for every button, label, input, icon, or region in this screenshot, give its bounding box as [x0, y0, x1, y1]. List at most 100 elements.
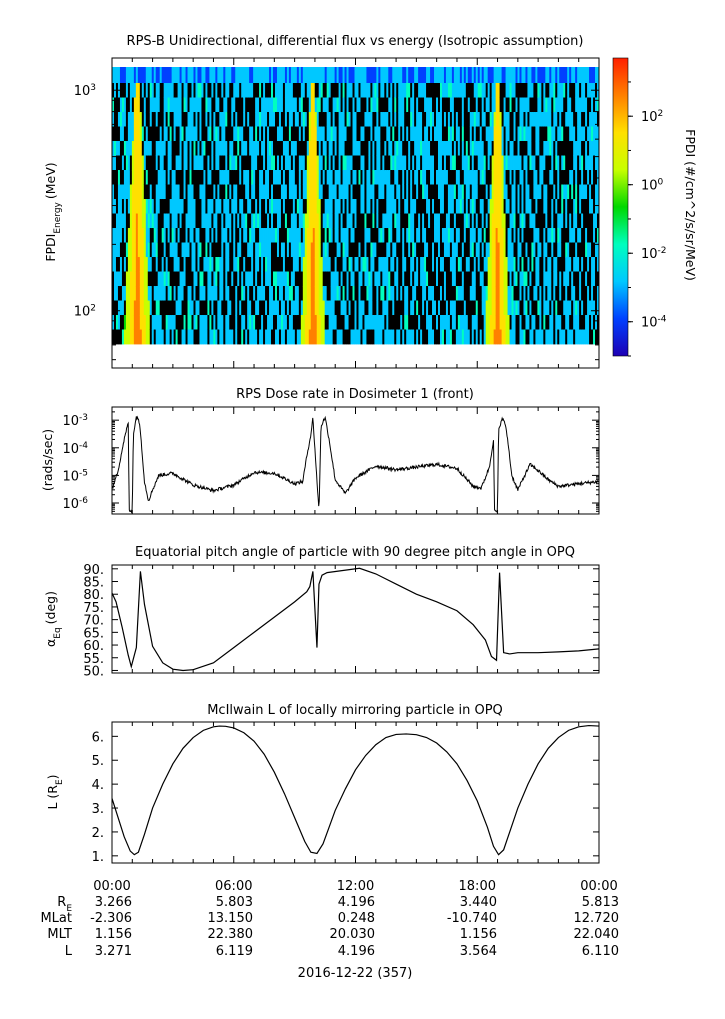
spectrogram-cell [465, 271, 469, 287]
spectrogram-cell [432, 170, 435, 185]
spectrogram-cell [227, 257, 230, 272]
spectrogram-cell [173, 242, 177, 258]
spectrogram-cell [322, 141, 326, 156]
spectrogram-cell [352, 155, 355, 171]
spectrogram-cell [233, 170, 236, 185]
spectrogram-cell [205, 242, 208, 258]
spectrogram-cell [203, 67, 206, 83]
spectrogram-cell [408, 97, 411, 113]
spectrogram-cell [410, 67, 413, 83]
spectrogram-cell [432, 126, 435, 142]
spectrogram-cell [237, 155, 240, 171]
spectrogram-cell [187, 170, 190, 185]
spectrogram-cell [517, 155, 520, 171]
spectrogram-cell [463, 199, 467, 214]
spectrogram-cell [390, 199, 393, 214]
spectrogram-cell [340, 286, 343, 301]
spectrogram-cell [280, 67, 284, 83]
spectrogram-cell [521, 155, 524, 171]
spectrogram-cell [117, 112, 121, 127]
spectrogram-cell [541, 112, 544, 127]
spectrogram-cell [159, 300, 163, 316]
spectrogram-cell [135, 170, 139, 185]
spectrogram-cell [251, 242, 254, 258]
spectrogram-cell [378, 286, 381, 301]
spectrogram-cell [475, 170, 479, 185]
spectrogram-cell [191, 271, 194, 287]
spectrogram-cell [479, 199, 483, 214]
spectrogram-cell [308, 271, 312, 287]
spectrogram-cell [535, 271, 538, 287]
spectrogram-cell [477, 300, 481, 316]
spectrogram-cell [314, 228, 318, 243]
spectrogram-cell [392, 315, 395, 330]
spectrogram-cell [360, 83, 363, 98]
spectrogram-cell [332, 329, 336, 345]
spectrogram-cell [551, 257, 554, 272]
spectrogram-cell [326, 199, 330, 214]
spectrogram-cell [410, 141, 413, 156]
spectrogram-cell [229, 97, 232, 113]
spectrogram-cell [475, 213, 479, 229]
spectrogram-cell [525, 199, 528, 214]
spectrogram-cell [165, 184, 169, 200]
spectrogram-cell [541, 271, 544, 287]
spectrogram-cell [467, 67, 471, 83]
spectrogram-cell [115, 213, 119, 229]
spectrogram-cell [420, 213, 423, 229]
spectrogram-cell [241, 184, 244, 200]
spectrogram-cell [418, 271, 421, 287]
spectrogram-cell [569, 141, 572, 156]
spectrogram-cell [529, 67, 532, 83]
colorbar-tick-label: 10-2 [641, 246, 667, 262]
spectrogram-cell [298, 155, 302, 171]
spectrogram-cell [302, 97, 306, 113]
spectrogram-cell [197, 141, 200, 156]
spectrogram-cell [133, 67, 137, 83]
spectrogram-cell [485, 126, 489, 142]
spectrogram-cell [565, 199, 568, 214]
spectrogram-cell [332, 228, 336, 243]
spectrogram-cell [370, 300, 373, 316]
spectrogram-cell [280, 155, 284, 171]
spectrogram-cell [223, 112, 226, 127]
spectrogram-cell [229, 286, 232, 301]
spectrogram-cell [549, 184, 552, 200]
spectrogram-cell [437, 83, 441, 98]
spectrogram-cell [483, 170, 487, 185]
spectrogram-cell [135, 126, 139, 142]
spectrogram-cell [555, 97, 558, 113]
spectrogram-cell [501, 286, 504, 301]
spectrogram-cell [378, 112, 381, 127]
spectrogram-cell [149, 126, 153, 142]
spectrogram-cell [302, 213, 306, 229]
spectrogram-cell [294, 271, 298, 287]
spectrogram-cell [261, 184, 264, 200]
spectrogram-cell [334, 97, 338, 113]
spectrogram-cell [269, 271, 272, 287]
spectrogram-cell [179, 213, 182, 229]
spectrogram-cell [316, 213, 320, 229]
spectrogram-cell [479, 97, 483, 113]
spectrogram-cell [133, 83, 137, 98]
spectrogram-cell [171, 228, 175, 243]
spectrogram-cell [583, 170, 586, 185]
spectrogram-cell [545, 97, 548, 113]
spectrogram-cell [531, 67, 534, 83]
spectrogram-cell [213, 141, 216, 156]
spectrogram-cell [155, 126, 159, 142]
spectrogram-cell [559, 329, 562, 345]
spectrogram-cell [159, 97, 163, 113]
spectrogram-cell [119, 213, 123, 229]
spectrogram-cell [360, 228, 363, 243]
spectrogram-cell [280, 329, 284, 345]
spectrogram-cell [360, 271, 363, 287]
spectrogram-cell [467, 228, 471, 243]
spectrogram-cell [567, 126, 570, 142]
spectrogram-cell [517, 257, 520, 272]
spectrogram-cell [390, 213, 393, 229]
spectrogram-cell [481, 97, 485, 113]
spectrogram-cell [201, 242, 204, 258]
spectrogram-cell [527, 329, 530, 345]
spectrogram-cell [187, 213, 190, 229]
